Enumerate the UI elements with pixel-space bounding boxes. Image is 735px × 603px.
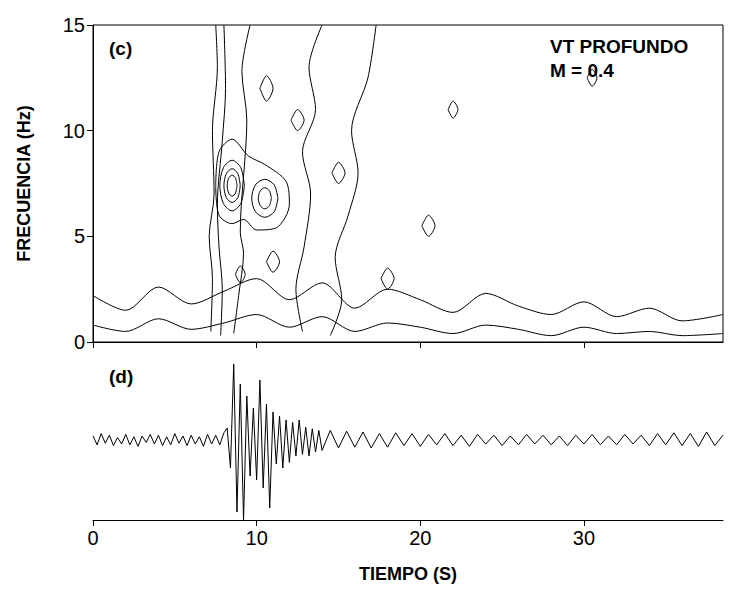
svg-text:VT PROFUNDO: VT PROFUNDO xyxy=(550,36,688,57)
svg-text:0: 0 xyxy=(87,527,98,549)
svg-text:0: 0 xyxy=(74,331,85,353)
svg-text:20: 20 xyxy=(409,527,431,549)
svg-text:(c): (c) xyxy=(109,38,132,59)
svg-text:10: 10 xyxy=(63,120,85,142)
svg-text:M = 0.4: M = 0.4 xyxy=(550,60,614,81)
svg-text:TIEMPO (S): TIEMPO (S) xyxy=(359,564,457,584)
svg-text:30: 30 xyxy=(573,527,595,549)
svg-text:FRECUENCIA (Hz): FRECUENCIA (Hz) xyxy=(14,105,34,261)
svg-text:5: 5 xyxy=(74,225,85,247)
svg-text:(d): (d) xyxy=(109,366,133,387)
svg-text:10: 10 xyxy=(246,527,268,549)
svg-text:15: 15 xyxy=(63,14,85,36)
